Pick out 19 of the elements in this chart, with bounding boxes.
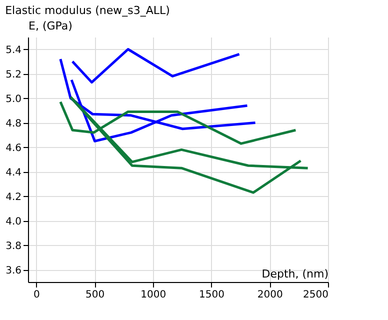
x-axis-title: Depth, (nm) <box>262 268 328 280</box>
y-tick-label: 5.4 <box>6 44 22 56</box>
y-tick-label: 3.8 <box>6 240 22 252</box>
x-tick-label: 2500 <box>303 290 328 300</box>
x-tick-label: 1000 <box>140 290 166 300</box>
y-tick-label: 4.4 <box>6 167 22 178</box>
y-tick-label: 4.8 <box>6 118 22 130</box>
y-axis-title: E, (GPa) <box>28 20 72 32</box>
x-tick-label: 500 <box>85 290 105 300</box>
y-tick-label: 5.2 <box>6 69 22 80</box>
y-tick-label: 4.6 <box>6 142 22 154</box>
y-tick-label: 4.0 <box>6 216 22 228</box>
y-tick-label: 4.2 <box>6 192 22 203</box>
y-tick-label: 3.6 <box>6 265 22 276</box>
x-tick-label: 1500 <box>199 290 224 300</box>
y-tick-label: 5.0 <box>6 94 22 105</box>
x-tick-label: 0 <box>33 290 40 300</box>
x-tick-label: 2000 <box>257 290 283 300</box>
chart-title: Elastic modulus (new_s3_ALL) <box>5 4 170 17</box>
